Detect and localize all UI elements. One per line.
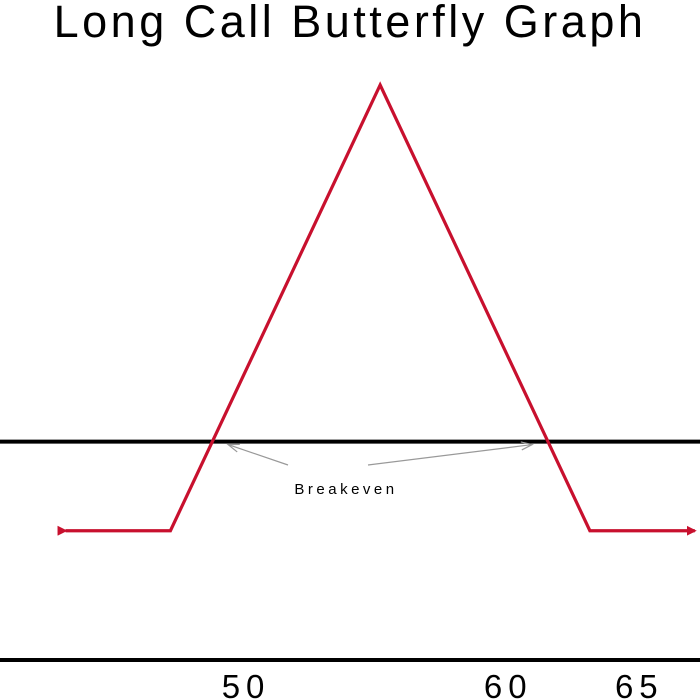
x-tick-label-2: 65 (615, 668, 664, 700)
breakeven-arrowhead-2 (520, 441, 534, 451)
x-tick-label-0: 50 (222, 668, 271, 700)
payoff-line (57, 81, 697, 536)
breakeven-arrowhead-1 (226, 443, 240, 453)
chart-title: Long Call Butterfly Graph (53, 0, 647, 47)
breakeven-arrow-1 (227, 444, 289, 466)
breakeven-label: Breakeven (294, 481, 397, 498)
breakeven-arrow-2 (367, 443, 533, 466)
x-tick-label-1: 60 (484, 668, 533, 700)
